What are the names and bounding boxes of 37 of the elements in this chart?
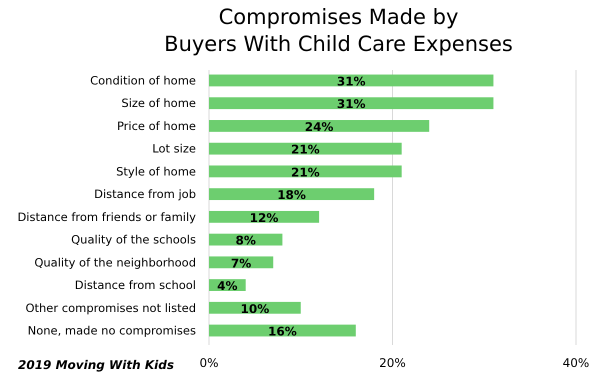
bar	[209, 324, 356, 336]
bar	[209, 120, 430, 132]
data-label: 16%	[268, 324, 297, 339]
data-label: 10%	[240, 302, 270, 316]
data-label: 8%	[236, 234, 256, 248]
data-label: 4%	[217, 279, 238, 294]
data-label: 24%	[304, 120, 334, 134]
bar	[209, 165, 402, 178]
bar	[209, 188, 374, 200]
y-tick-label: Distance from friends or family	[17, 210, 196, 224]
x-tick-label: 40%	[562, 356, 590, 370]
y-tick-label: Distance from job	[94, 187, 196, 202]
data-label: 21%	[290, 142, 320, 157]
x-tick-label: 20%	[379, 356, 406, 370]
y-tick-label: Size of home	[121, 96, 196, 110]
data-label: 21%	[290, 165, 320, 180]
chart-title: Compromises Made by Buyers With Child Care Expenses	[164, 5, 513, 56]
y-tick-label: Quality of the neighborhood	[34, 255, 196, 270]
y-tick-label: Price of home	[116, 118, 196, 133]
data-label: 7%	[230, 256, 252, 270]
y-tick-label: None, made no compromises	[28, 324, 196, 338]
bar	[209, 74, 494, 86]
data-label: 18%	[277, 188, 306, 202]
x-tick-label: 0%	[199, 356, 219, 370]
y-tick-label: Style of home	[116, 164, 196, 178]
y-tick-label: Lot size	[152, 142, 196, 156]
data-label: 12%	[250, 210, 278, 225]
y-tick-label: Quality of the schools	[71, 232, 196, 247]
bar	[209, 210, 320, 223]
bar	[209, 142, 402, 155]
y-tick-label: Condition of home	[90, 73, 196, 88]
y-tick-label: Distance from school	[74, 278, 196, 292]
data-label: 31%	[336, 74, 366, 88]
text: 2019 Moving With Kids	[18, 358, 174, 372]
y-tick-label: Other compromises not listed	[25, 300, 196, 315]
data-label: 31%	[336, 97, 366, 112]
bar	[209, 97, 494, 110]
